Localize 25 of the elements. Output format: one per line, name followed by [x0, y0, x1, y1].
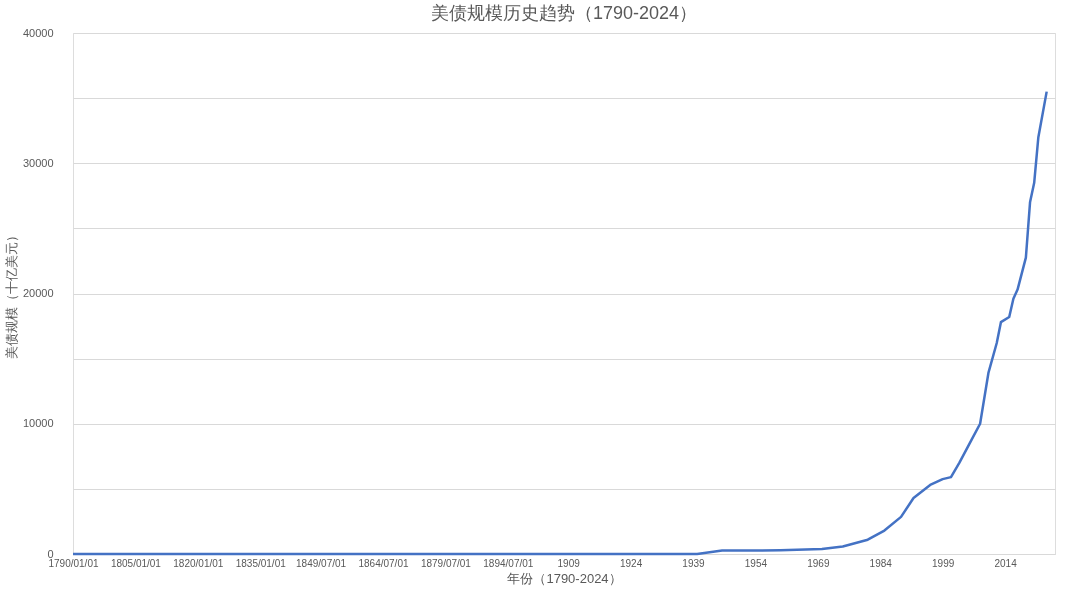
x-tick-label: 1939 — [682, 557, 706, 569]
x-tick-label: 1999 — [932, 557, 955, 569]
x-tick-label: 1879/07/01 — [420, 557, 472, 569]
x-tick-label: 1805/01/01 — [110, 557, 162, 569]
x-axis-title: 年份（1790-2024） — [507, 570, 622, 586]
x-tick-label: 2014 — [994, 557, 1018, 569]
line-series — [71, 90, 1048, 556]
x-tick-label: 1790/01/01 — [48, 557, 99, 569]
x-tick-label: 1894/07/01 — [483, 557, 534, 569]
y-tick-label: 30000 — [22, 156, 54, 169]
x-tick-label: 1849/07/01 — [296, 557, 347, 569]
y-tick-label: 0 — [47, 547, 54, 560]
x-tick-label: 1924 — [619, 557, 643, 569]
y-tick-label: 20000 — [22, 287, 54, 299]
x-tick-label: 1864/07/01 — [358, 557, 409, 569]
y-tick-label: 10000 — [22, 417, 54, 430]
x-tick-label: 1954 — [744, 557, 768, 569]
y-axis-title: 美债规模（十亿美元） — [3, 229, 19, 359]
chart-title: 美债规模历史趋势（1790-2024） — [430, 3, 698, 23]
y-tick-label: 40000 — [22, 26, 54, 39]
x-tick-label: 1820/01/01 — [173, 557, 224, 569]
x-tick-label: 1835/01/01 — [235, 557, 287, 569]
x-tick-label: 1984 — [869, 557, 893, 569]
x-tick-label: 1969 — [807, 557, 830, 569]
x-tick-label: 1909 — [557, 557, 581, 569]
